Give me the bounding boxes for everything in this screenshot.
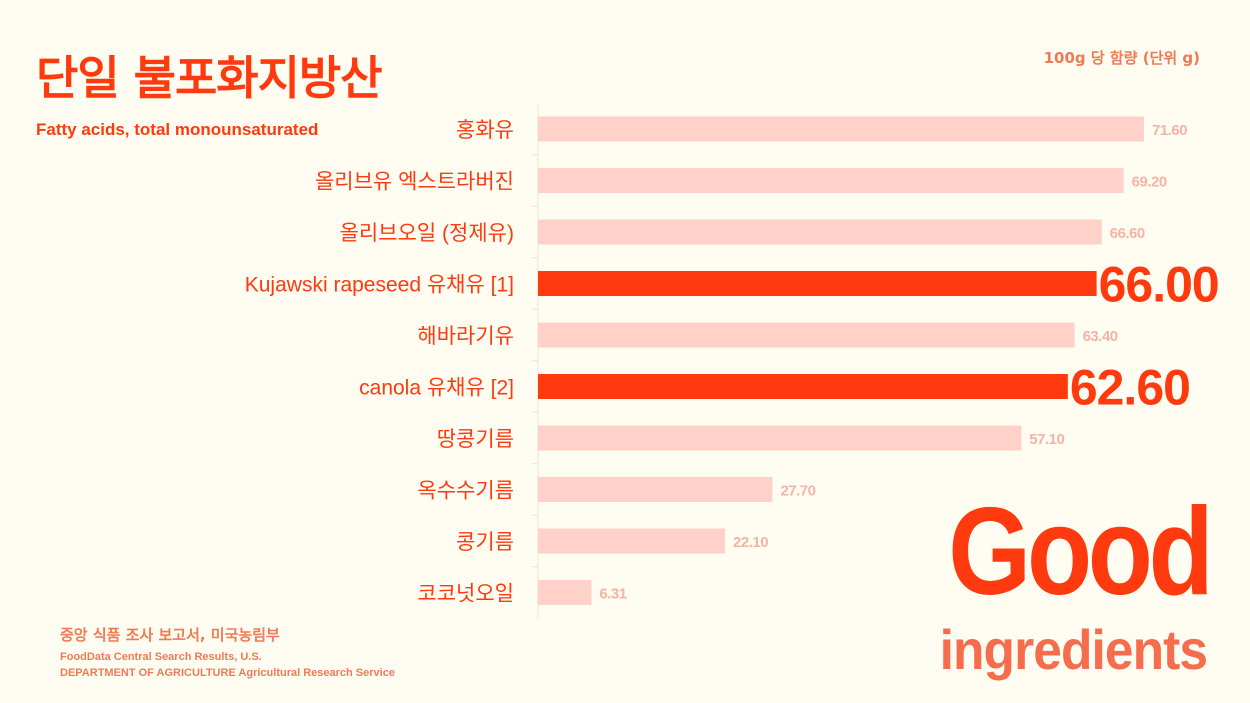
value-label: 69.20: [1132, 174, 1167, 191]
value-label: 27.70: [780, 483, 815, 500]
bar: [538, 219, 1102, 245]
bar: [538, 116, 1144, 142]
bar: [538, 477, 773, 502]
value-label: 63.40: [1083, 328, 1118, 345]
ingredients-text: ingredients: [939, 618, 1208, 681]
source-korean: 중앙 식품 조사 보고서, 미국농림부: [60, 626, 280, 644]
source-english-line-2: DEPARTMENT OF AGRICULTURE Agricultural R…: [60, 667, 395, 679]
unit-label: 100g 당 함량 (단위 g): [1043, 49, 1200, 67]
category-label: 홍화유: [456, 119, 514, 142]
value-label: 66.60: [1110, 225, 1145, 242]
good-text: Good: [948, 483, 1213, 621]
category-label: 올리브오일 (정제유): [340, 222, 514, 245]
source-note: 중앙 식품 조사 보고서, 미국농림부 FoodData Central Sea…: [60, 624, 395, 681]
category-label: Kujawski rapeseed 유채유 [1]: [245, 274, 514, 297]
bar-highlighted: [538, 271, 1097, 296]
category-label: 콩기름: [456, 531, 514, 554]
value-label: 57.10: [1029, 431, 1064, 448]
bar-highlighted: [538, 374, 1068, 399]
category-label: 코코넛오일: [417, 583, 514, 606]
value-label: 6.31: [599, 586, 626, 603]
category-label: 올리브유 엑스트라버진: [315, 171, 514, 194]
chart-subtitle: Fatty acids, total monounsaturated: [36, 120, 319, 139]
bar: [538, 425, 1022, 451]
category-label: canola 유채유 [2]: [359, 377, 514, 400]
value-label-highlighted: 62.60: [1070, 360, 1190, 416]
category-label: 땅콩기름: [437, 428, 514, 451]
source-english-line-1: FoodData Central Search Results, U.S.: [60, 651, 262, 663]
value-label: 22.10: [733, 534, 768, 551]
chart-title: 단일 불포화지방산: [36, 51, 383, 105]
bar: [538, 168, 1124, 193]
bar: [538, 580, 592, 605]
value-label-highlighted: 66.00: [1099, 257, 1219, 313]
value-label: 71.60: [1152, 122, 1187, 139]
bar: [538, 528, 726, 554]
category-label: 해바라기유: [417, 325, 514, 348]
bar: [538, 322, 1075, 348]
category-label: 옥수수기름: [417, 480, 514, 503]
